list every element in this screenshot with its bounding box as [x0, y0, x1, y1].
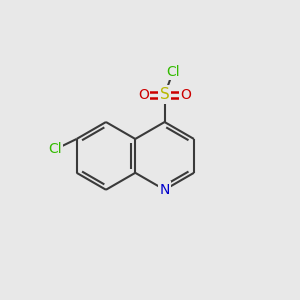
Text: Cl: Cl [166, 65, 180, 79]
Text: Cl: Cl [49, 142, 62, 156]
Text: O: O [180, 88, 191, 102]
Text: S: S [160, 87, 170, 102]
Text: O: O [138, 88, 149, 102]
Text: N: N [159, 183, 170, 197]
